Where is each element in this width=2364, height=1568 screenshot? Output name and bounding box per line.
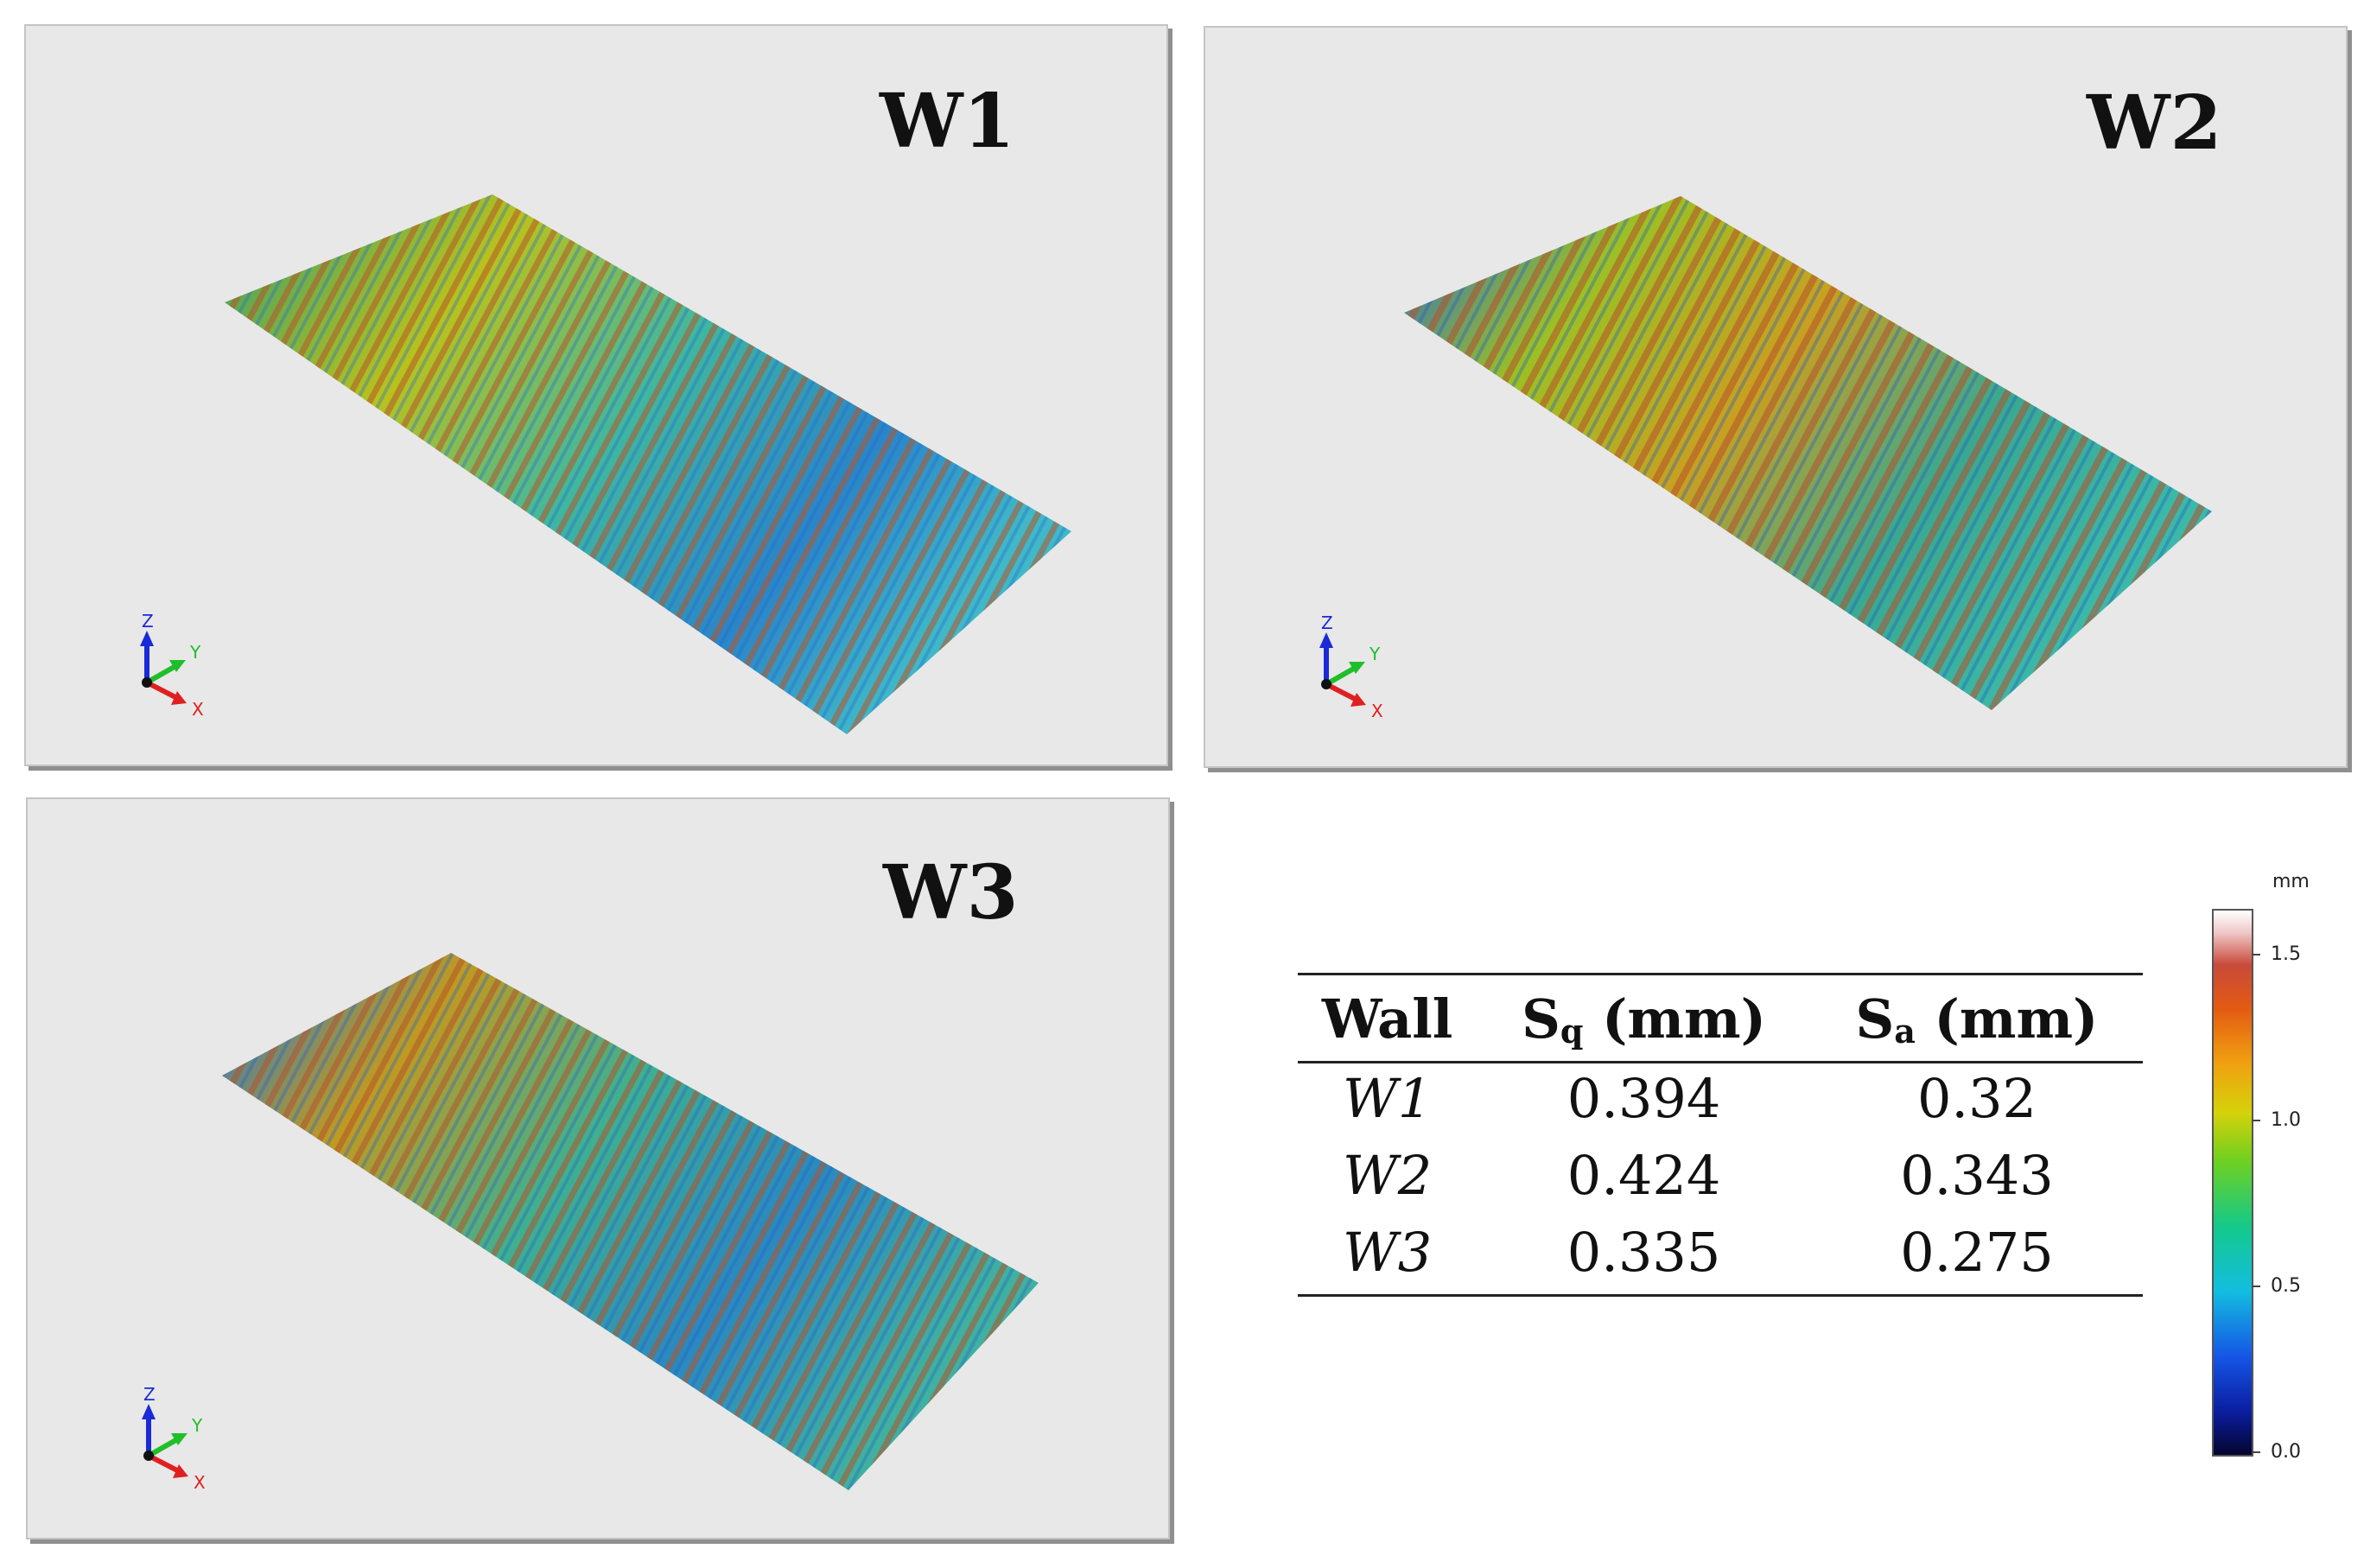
table-header-row: Wall Sq (mm) Sa (mm) xyxy=(1298,973,2143,1063)
sa-cell: 0.32 xyxy=(1916,1067,2037,1130)
wall-cell: W3 xyxy=(1298,1217,1478,1297)
axis-triad-icon: Z Y X xyxy=(142,1384,206,1490)
axis-triad-icon: Z Y X xyxy=(1319,613,1383,719)
axis-y-label: Y xyxy=(191,1415,203,1436)
surface-panel-w3: W3 Z Y X xyxy=(26,797,1170,1539)
colorbar-tick xyxy=(2252,954,2260,955)
panel-label-w3: W3 xyxy=(883,849,1019,936)
colorbar-tick-label: 1.5 xyxy=(2271,943,2301,965)
table-row: W1 0.394 0.32 xyxy=(1298,1063,2143,1141)
axis-z-label: Z xyxy=(143,1384,156,1405)
axis-z-label: Z xyxy=(142,611,154,632)
axis-x-label: X xyxy=(1371,701,1383,719)
sq-cell: 0.424 xyxy=(1566,1144,1721,1207)
sq-cell: 0.335 xyxy=(1477,1217,1811,1297)
surface-plot-w3 xyxy=(222,953,1039,1490)
axis-x-label: X xyxy=(194,1472,206,1490)
axis-y-label: Y xyxy=(1369,644,1381,664)
axis-triad-icon: Z Y X xyxy=(140,611,204,717)
surface-plot-w1 xyxy=(225,194,1071,734)
surface-panel-w2: W2 Z Y X xyxy=(1204,26,2348,768)
panel-label-w1: W1 xyxy=(880,78,1015,165)
axis-y-label: Y xyxy=(189,642,201,663)
sa-cell: 0.275 xyxy=(1810,1217,2143,1297)
wall-cell: W1 xyxy=(1343,1067,1433,1130)
colorbar-tick xyxy=(2252,1286,2260,1287)
header-wall: Wall xyxy=(1298,973,1478,1063)
axis-x-label: X xyxy=(192,699,204,717)
table-row: W2 0.424 0.343 xyxy=(1298,1140,2143,1217)
roughness-table: Wall Sq (mm) Sa (mm) W1 0.394 0.32 W2 0.… xyxy=(1298,973,2143,1297)
surface-plot-w2 xyxy=(1404,196,2212,710)
panel-label-w2: W2 xyxy=(2087,79,2222,167)
colorbar-tick-label: 1.0 xyxy=(2271,1109,2301,1131)
colorbar-tick xyxy=(2252,1120,2260,1121)
sq-cell: 0.394 xyxy=(1566,1067,1721,1130)
colorbar-tick xyxy=(2252,1451,2260,1453)
colorbar-unit: mm xyxy=(2272,871,2310,892)
colorbar-tick-label: 0.0 xyxy=(2271,1441,2301,1463)
surface-panel-w1: W1 Z Y X xyxy=(24,24,1168,766)
table-row: W3 0.335 0.275 xyxy=(1298,1217,2143,1297)
header-sa: Sa (mm) xyxy=(1810,973,2143,1063)
colorbar-tick-label: 0.5 xyxy=(2271,1275,2301,1297)
axis-z-label: Z xyxy=(1321,613,1333,633)
header-sq: Sq (mm) xyxy=(1477,973,1811,1063)
wall-cell: W2 xyxy=(1343,1144,1433,1207)
sa-cell: 0.343 xyxy=(1900,1144,2054,1207)
colorbar xyxy=(2212,909,2253,1457)
